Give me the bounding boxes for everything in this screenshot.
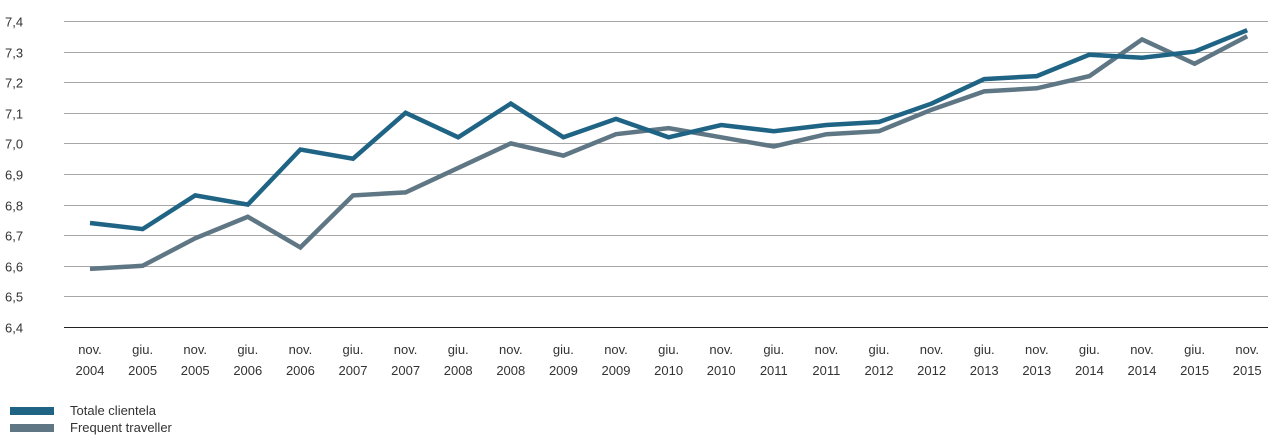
x-tick-label-month: nov. bbox=[604, 342, 628, 357]
x-tick-label-month: nov. bbox=[709, 342, 733, 357]
y-tick-label: 7,0 bbox=[5, 137, 23, 152]
legend: Totale clientela Frequent traveller bbox=[10, 402, 172, 436]
x-tick-label-month: giu. bbox=[448, 342, 469, 357]
x-tick-label-year: 2015 bbox=[1180, 363, 1209, 378]
x-tick-label-year: 2013 bbox=[1022, 363, 1051, 378]
y-tick-label: 7,2 bbox=[5, 76, 23, 91]
x-tick-label-month: nov. bbox=[394, 342, 418, 357]
x-tick-label-year: 2008 bbox=[496, 363, 525, 378]
legend-label: Totale clientela bbox=[70, 403, 156, 418]
legend-item-totale-clientela: Totale clientela bbox=[10, 402, 172, 419]
x-tick-label-year: 2008 bbox=[444, 363, 473, 378]
y-tick-label: 6,8 bbox=[5, 199, 23, 214]
legend-swatch-frequent-traveller bbox=[10, 423, 54, 432]
x-tick-label-month: giu. bbox=[869, 342, 890, 357]
x-tick-label-month: giu. bbox=[132, 342, 153, 357]
x-tick-label-month: nov. bbox=[289, 342, 313, 357]
x-tick-label-month: giu. bbox=[658, 342, 679, 357]
y-tick-label: 6,9 bbox=[5, 168, 23, 183]
x-tick-label-year: 2007 bbox=[391, 363, 420, 378]
x-tick-label-year: 2005 bbox=[181, 363, 210, 378]
x-tick-label-year: 2005 bbox=[128, 363, 157, 378]
x-axis-ticks: nov. 2004 giu. 2005 nov. 2005 giu. 2006 nov. 2006… bbox=[76, 342, 1262, 378]
x-tick-label-month: giu. bbox=[763, 342, 784, 357]
x-tick-label-year: 2014 bbox=[1075, 363, 1104, 378]
x-tick-label-month: giu. bbox=[974, 342, 995, 357]
gridlines bbox=[64, 21, 1268, 328]
x-tick-label-year: 2012 bbox=[865, 363, 894, 378]
legend-label: Frequent traveller bbox=[70, 420, 172, 435]
legend-swatch-totale-clientela bbox=[10, 406, 54, 415]
x-tick-label-month: nov. bbox=[78, 342, 102, 357]
x-tick-label-month: nov. bbox=[499, 342, 523, 357]
x-tick-label-month: giu. bbox=[343, 342, 364, 357]
x-tick-label-month: giu. bbox=[1184, 342, 1205, 357]
x-tick-label-month: nov. bbox=[815, 342, 839, 357]
y-tick-label: 6,6 bbox=[5, 260, 23, 275]
series-line-totale-clientela bbox=[89, 28, 1249, 232]
x-tick-label-month: nov. bbox=[920, 342, 944, 357]
x-tick-label-month: giu. bbox=[237, 342, 258, 357]
y-tick-label: 7,1 bbox=[5, 107, 23, 122]
y-tick-label: 6,7 bbox=[5, 229, 23, 244]
y-axis-ticks: 6,4 6,5 6,6 6,7 6,8 6,9 7,0 7,1 7,2 7,3 7,4 bbox=[5, 15, 23, 336]
x-tick-label-year: 2014 bbox=[1128, 363, 1157, 378]
x-tick-label-year: 2010 bbox=[707, 363, 736, 378]
x-tick-label-year: 2015 bbox=[1233, 363, 1262, 378]
x-tick-label-month: nov. bbox=[183, 342, 207, 357]
x-tick-label-month: nov. bbox=[1130, 342, 1154, 357]
x-tick-label-year: 2007 bbox=[339, 363, 368, 378]
x-tick-label-year: 2009 bbox=[602, 363, 631, 378]
x-tick-label-month: giu. bbox=[1079, 342, 1100, 357]
y-tick-label: 6,5 bbox=[5, 290, 23, 305]
line-chart: 6,4 6,5 6,6 6,7 6,8 6,9 7,0 7,1 7,2 7,3 7,4 nov. 20… bbox=[5, 15, 1268, 378]
x-tick-label-year: 2006 bbox=[233, 363, 262, 378]
x-tick-label-year: 2004 bbox=[76, 363, 105, 378]
x-tick-label-year: 2006 bbox=[286, 363, 315, 378]
x-tick-label-month: nov. bbox=[1235, 342, 1259, 357]
x-tick-label-month: giu. bbox=[553, 342, 574, 357]
x-tick-label-year: 2013 bbox=[970, 363, 999, 378]
x-tick-label-year: 2011 bbox=[812, 363, 840, 378]
x-tick-label-year: 2010 bbox=[654, 363, 683, 378]
series-lines bbox=[89, 28, 1249, 272]
y-tick-label: 7,4 bbox=[5, 15, 23, 30]
y-tick-label: 6,4 bbox=[5, 321, 23, 336]
x-tick-label-year: 2011 bbox=[760, 363, 788, 378]
x-tick-label-year: 2012 bbox=[917, 363, 946, 378]
series-line-frequent-traveller bbox=[89, 34, 1249, 272]
legend-item-frequent-traveller: Frequent traveller bbox=[10, 419, 172, 436]
x-tick-label-month: nov. bbox=[1025, 342, 1049, 357]
x-tick-label-year: 2009 bbox=[549, 363, 578, 378]
y-tick-label: 7,3 bbox=[5, 46, 23, 61]
